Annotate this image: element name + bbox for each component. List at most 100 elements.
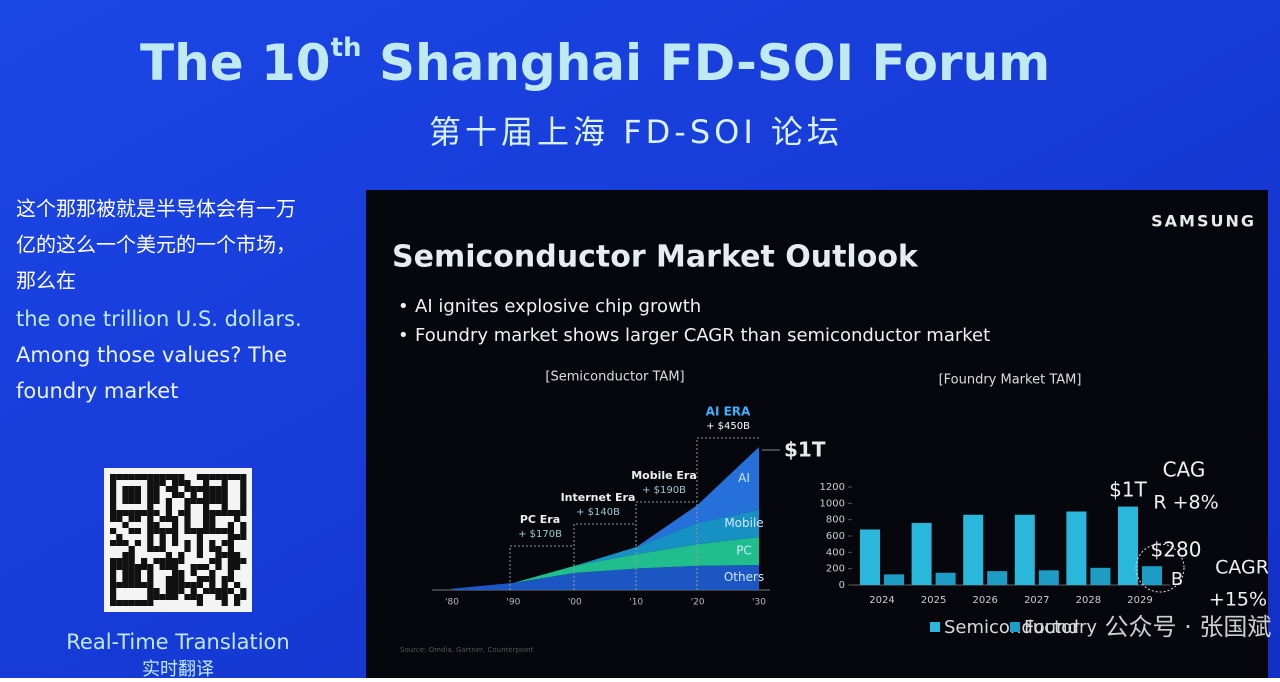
qr-module [172, 594, 179, 600]
x-tick-label: 2029 [1127, 595, 1152, 606]
highlight-ring [1135, 543, 1185, 593]
qr-module [178, 474, 185, 480]
qr-module [221, 492, 228, 498]
qr-module [134, 570, 141, 576]
qr-module [221, 540, 228, 546]
qr-module [240, 594, 247, 600]
qr-module [165, 582, 172, 588]
qr-module [196, 546, 203, 552]
qr-module [172, 534, 179, 540]
qr-module [122, 540, 129, 546]
qr-module [240, 486, 247, 492]
qr-module [178, 480, 185, 486]
qr-module [184, 546, 191, 552]
qr-module [203, 588, 210, 594]
qr-module [240, 492, 247, 498]
qr-module [147, 480, 154, 486]
qr-module [110, 504, 117, 510]
qr-module [221, 582, 228, 588]
forum-title: The 10th Shanghai FD-SOI Forum [140, 33, 1050, 92]
qr-module [221, 504, 228, 510]
qr-module [203, 492, 210, 498]
qr-module [153, 522, 160, 528]
qr-module [184, 498, 191, 504]
qr-module [134, 492, 141, 498]
qr-module [196, 534, 203, 540]
era-note: + $140B [576, 507, 620, 518]
qr-module [110, 600, 117, 606]
qr-module [122, 600, 129, 606]
qr-module [165, 564, 172, 570]
qr-module [110, 564, 117, 570]
qr-module [165, 474, 172, 480]
area-label: Mobile [724, 516, 763, 530]
qr-module [110, 480, 117, 486]
qr-module [116, 540, 123, 546]
qr-module [128, 492, 135, 498]
qr-module [165, 552, 172, 558]
end-label: $1T [784, 438, 826, 462]
qr-module [116, 558, 123, 564]
qr-module [234, 600, 241, 606]
qr-module [227, 528, 234, 534]
translation-zh: 那么在 [16, 269, 76, 293]
qr-module [122, 570, 129, 576]
qr-module [128, 474, 135, 480]
qr-module [134, 576, 141, 582]
qr-module [203, 522, 210, 528]
qr-module [234, 558, 241, 564]
qr-module [203, 474, 210, 480]
era-label: Internet Era [561, 491, 636, 504]
qr-module [134, 516, 141, 522]
qr-module [227, 570, 234, 576]
qr-module [128, 564, 135, 570]
qr-module [165, 558, 172, 564]
qr-module [122, 522, 129, 528]
qr-module [215, 474, 222, 480]
qr-module [159, 480, 166, 486]
qr-module [221, 474, 228, 480]
qr-module [190, 570, 197, 576]
qr-module [215, 546, 222, 552]
qr-module [110, 588, 117, 594]
qr-module [184, 516, 191, 522]
qr-module [209, 498, 216, 504]
era-note: + $170B [518, 529, 562, 540]
qr-module [110, 516, 117, 522]
qr-module [141, 582, 148, 588]
x-tick-label: 2026 [972, 595, 997, 606]
qr-module [159, 528, 166, 534]
qr-module [110, 498, 117, 504]
qr-module [110, 582, 117, 588]
qr-module [116, 534, 123, 540]
qr-module [209, 492, 216, 498]
bar [1142, 566, 1162, 585]
y-tick-label: 0 [839, 580, 845, 591]
qr-module [178, 570, 185, 576]
qr-module [221, 510, 228, 516]
qr-module [196, 540, 203, 546]
qr-module [178, 552, 185, 558]
qr-module [128, 546, 135, 552]
qr-module [128, 570, 135, 576]
era-label: PC Era [520, 513, 560, 526]
qr-module [209, 588, 216, 594]
qr-label-zh: 实时翻译 [142, 659, 214, 678]
qr-module [203, 504, 210, 510]
qr-module [190, 486, 197, 492]
translation-zh: 亿的这么一个美元的一个市场， [16, 233, 296, 257]
qr-module [221, 594, 228, 600]
qr-module [215, 588, 222, 594]
qr-module [196, 600, 203, 606]
qr-module [209, 516, 216, 522]
qr-module [190, 528, 197, 534]
qr-module [153, 546, 160, 552]
translation-zh: 这个那那被就是半导体会有一万 [16, 197, 296, 221]
qr-module [221, 552, 228, 558]
qr-module [165, 588, 172, 594]
qr-module [134, 474, 141, 480]
qr-module [153, 510, 160, 516]
qr-label: Real-Time Translation [66, 630, 289, 654]
qr-module [116, 600, 123, 606]
qr-module [147, 474, 154, 480]
